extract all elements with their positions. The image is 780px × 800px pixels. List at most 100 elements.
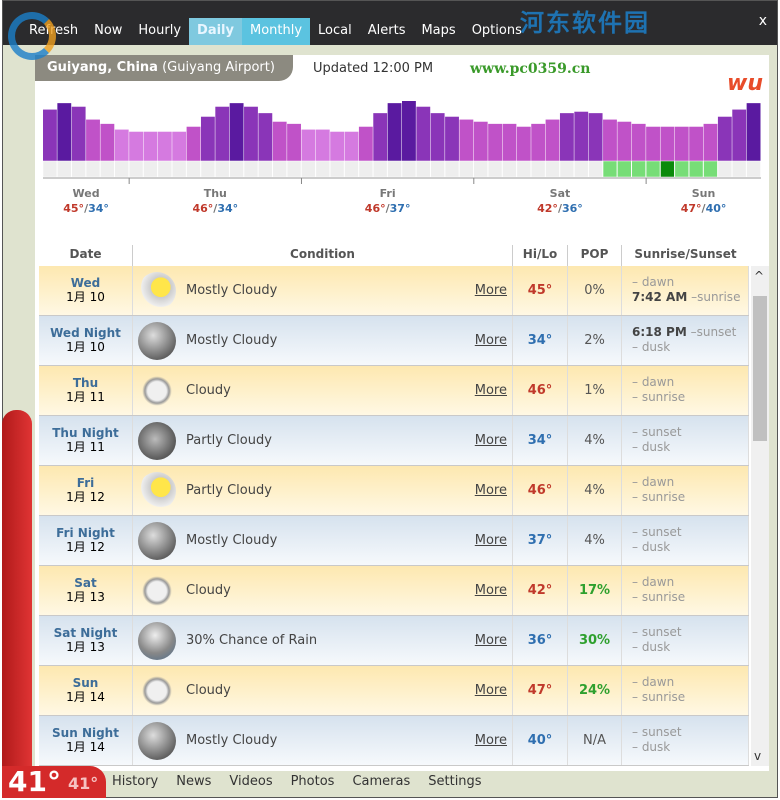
temp-bar [516,126,531,161]
precip-cell [373,160,388,178]
condition-cell: Cloudy More [133,366,513,415]
date-cell: Thu Night 1月 11 [39,416,133,465]
scrollbar[interactable]: ^ v [751,266,769,766]
sun-label: –sunrise [687,290,741,304]
moon-weather-icon [138,421,176,460]
more-link[interactable]: More [474,733,507,748]
temp-bar [473,121,488,161]
temp-bar [373,113,388,161]
temp-bar [315,129,330,161]
nav-alerts[interactable]: Alerts [367,23,406,38]
more-link[interactable]: More [474,483,507,498]
table-row[interactable]: Sun Night 1月 14 Mostly Cloudy More 40° N/A… [39,716,749,766]
scroll-thumb[interactable] [753,296,767,441]
precip-cell [416,160,431,178]
sun-label: – sunrise [632,690,686,704]
table-row[interactable]: Sun 1月 14 Cloudy More 47° 24% – dawn – sunr… [39,666,749,716]
temp-bar [732,109,747,161]
nav-news[interactable]: News [176,774,212,789]
table-row[interactable]: Fri Night 1月 12 Mostly Cloudy More 37° 4% … [39,516,749,566]
table-row[interactable]: Wed Night 1月 10 Mostly Cloudy More 34° 2% … [39,316,749,366]
more-link[interactable]: More [474,383,507,398]
bottom-nav: History News Videos Photos Cameras Setti… [103,774,491,789]
current-temp-badge[interactable] [2,766,106,798]
more-link[interactable]: More [474,283,507,298]
precip-cell [114,160,129,178]
forecast-table: Wed 1月 10 Mostly Cloudy More 45° 0% – dawn… [39,266,749,766]
day-lo: 36° [562,202,583,215]
day-hi: 45° [63,202,84,215]
nav-cameras[interactable]: Cameras [352,774,411,789]
temp-bar [717,116,732,161]
sun-label: – sunset [632,525,682,539]
temp-bar [588,113,603,161]
table-row[interactable]: Thu 1月 11 Cloudy More 46° 1% – dawn – sunri… [39,366,749,416]
nav-settings[interactable]: Settings [428,774,482,789]
nav-options[interactable]: Options [471,23,522,38]
temp-bar [646,126,660,161]
temp-cell: 40° [513,716,568,765]
temp-bar [244,106,258,161]
nav-photos[interactable]: Photos [290,774,335,789]
sun-label: – dawn [632,375,675,389]
temp-cell: 36° [513,616,568,665]
more-link[interactable]: More [474,433,507,448]
precip-cell [545,160,560,178]
sunrise-time: 7:42 AM [632,290,688,304]
nav-monthly[interactable]: Monthly [241,18,311,45]
precip-cell [530,160,546,178]
date-cell: Fri Night 1月 12 [39,516,133,565]
date: 1月 14 [66,740,105,754]
table-row[interactable]: Wed 1月 10 Mostly Cloudy More 45° 0% – dawn… [39,266,749,316]
temp-bar [157,131,172,161]
temp-bar [488,123,503,161]
nav-local[interactable]: Local [318,23,352,38]
more-link[interactable]: More [474,633,507,648]
cloud-weather-icon [138,571,176,610]
sun-cell: – sunset – dusk [622,516,749,565]
sun-cell: – dawn – sunrise [622,366,749,415]
temp-bar [172,131,187,161]
temp-bar [301,129,316,161]
night-weather-icon [138,521,176,560]
nav-videos[interactable]: Videos [229,774,273,789]
precip-cell [358,160,374,178]
sun-cell: – dawn – sunrise [622,566,749,615]
precip-cell [645,160,661,178]
pop-cell: N/A [568,716,622,765]
scroll-down-icon[interactable]: v [754,749,762,763]
close-button[interactable]: x [758,13,767,29]
condition-text: Cloudy [186,583,231,598]
temp-bar [86,119,100,161]
condition-text: Partly Cloudy [186,483,272,498]
temp-cell: 46° [513,366,568,415]
temp-bar [229,103,244,161]
header-date: Date [39,245,133,267]
more-link[interactable]: More [474,683,507,698]
nav-maps[interactable]: Maps [421,23,456,38]
more-link[interactable]: More [474,533,507,548]
precip-cell [574,160,589,178]
temp-bar [258,113,273,161]
precip-cell [229,160,244,178]
temp-bar [143,131,158,161]
current-temp: 41° [8,765,61,798]
table-row[interactable]: Sat 1月 13 Cloudy More 42° 17% – dawn – sunr… [39,566,749,616]
table-row[interactable]: Sat Night 1月 13 30% Chance of Rain More 36… [39,616,749,666]
more-link[interactable]: More [474,583,507,598]
precip-cell [42,160,58,178]
more-link[interactable]: More [474,333,507,348]
day-lo: 40° [706,202,727,215]
table-row[interactable]: Thu Night 1月 11 Partly Cloudy More 34° 4% … [39,416,749,466]
nav-now[interactable]: Now [94,23,123,38]
sun-label: – dusk [632,640,671,654]
nav-hourly[interactable]: Hourly [138,23,182,38]
day-name: Sat Night [53,626,118,640]
scroll-up-icon[interactable]: ^ [754,269,765,283]
day-hilo: 42°/36° [537,202,583,215]
table-row[interactable]: Fri 1月 12 Partly Cloudy More 46° 4% – dawn… [39,466,749,516]
date-cell: Thu 1月 11 [39,366,133,415]
nav-history[interactable]: History [112,774,159,789]
header-sun: Sunrise/Sunset [634,247,737,261]
nav-daily[interactable]: Daily [189,18,242,45]
